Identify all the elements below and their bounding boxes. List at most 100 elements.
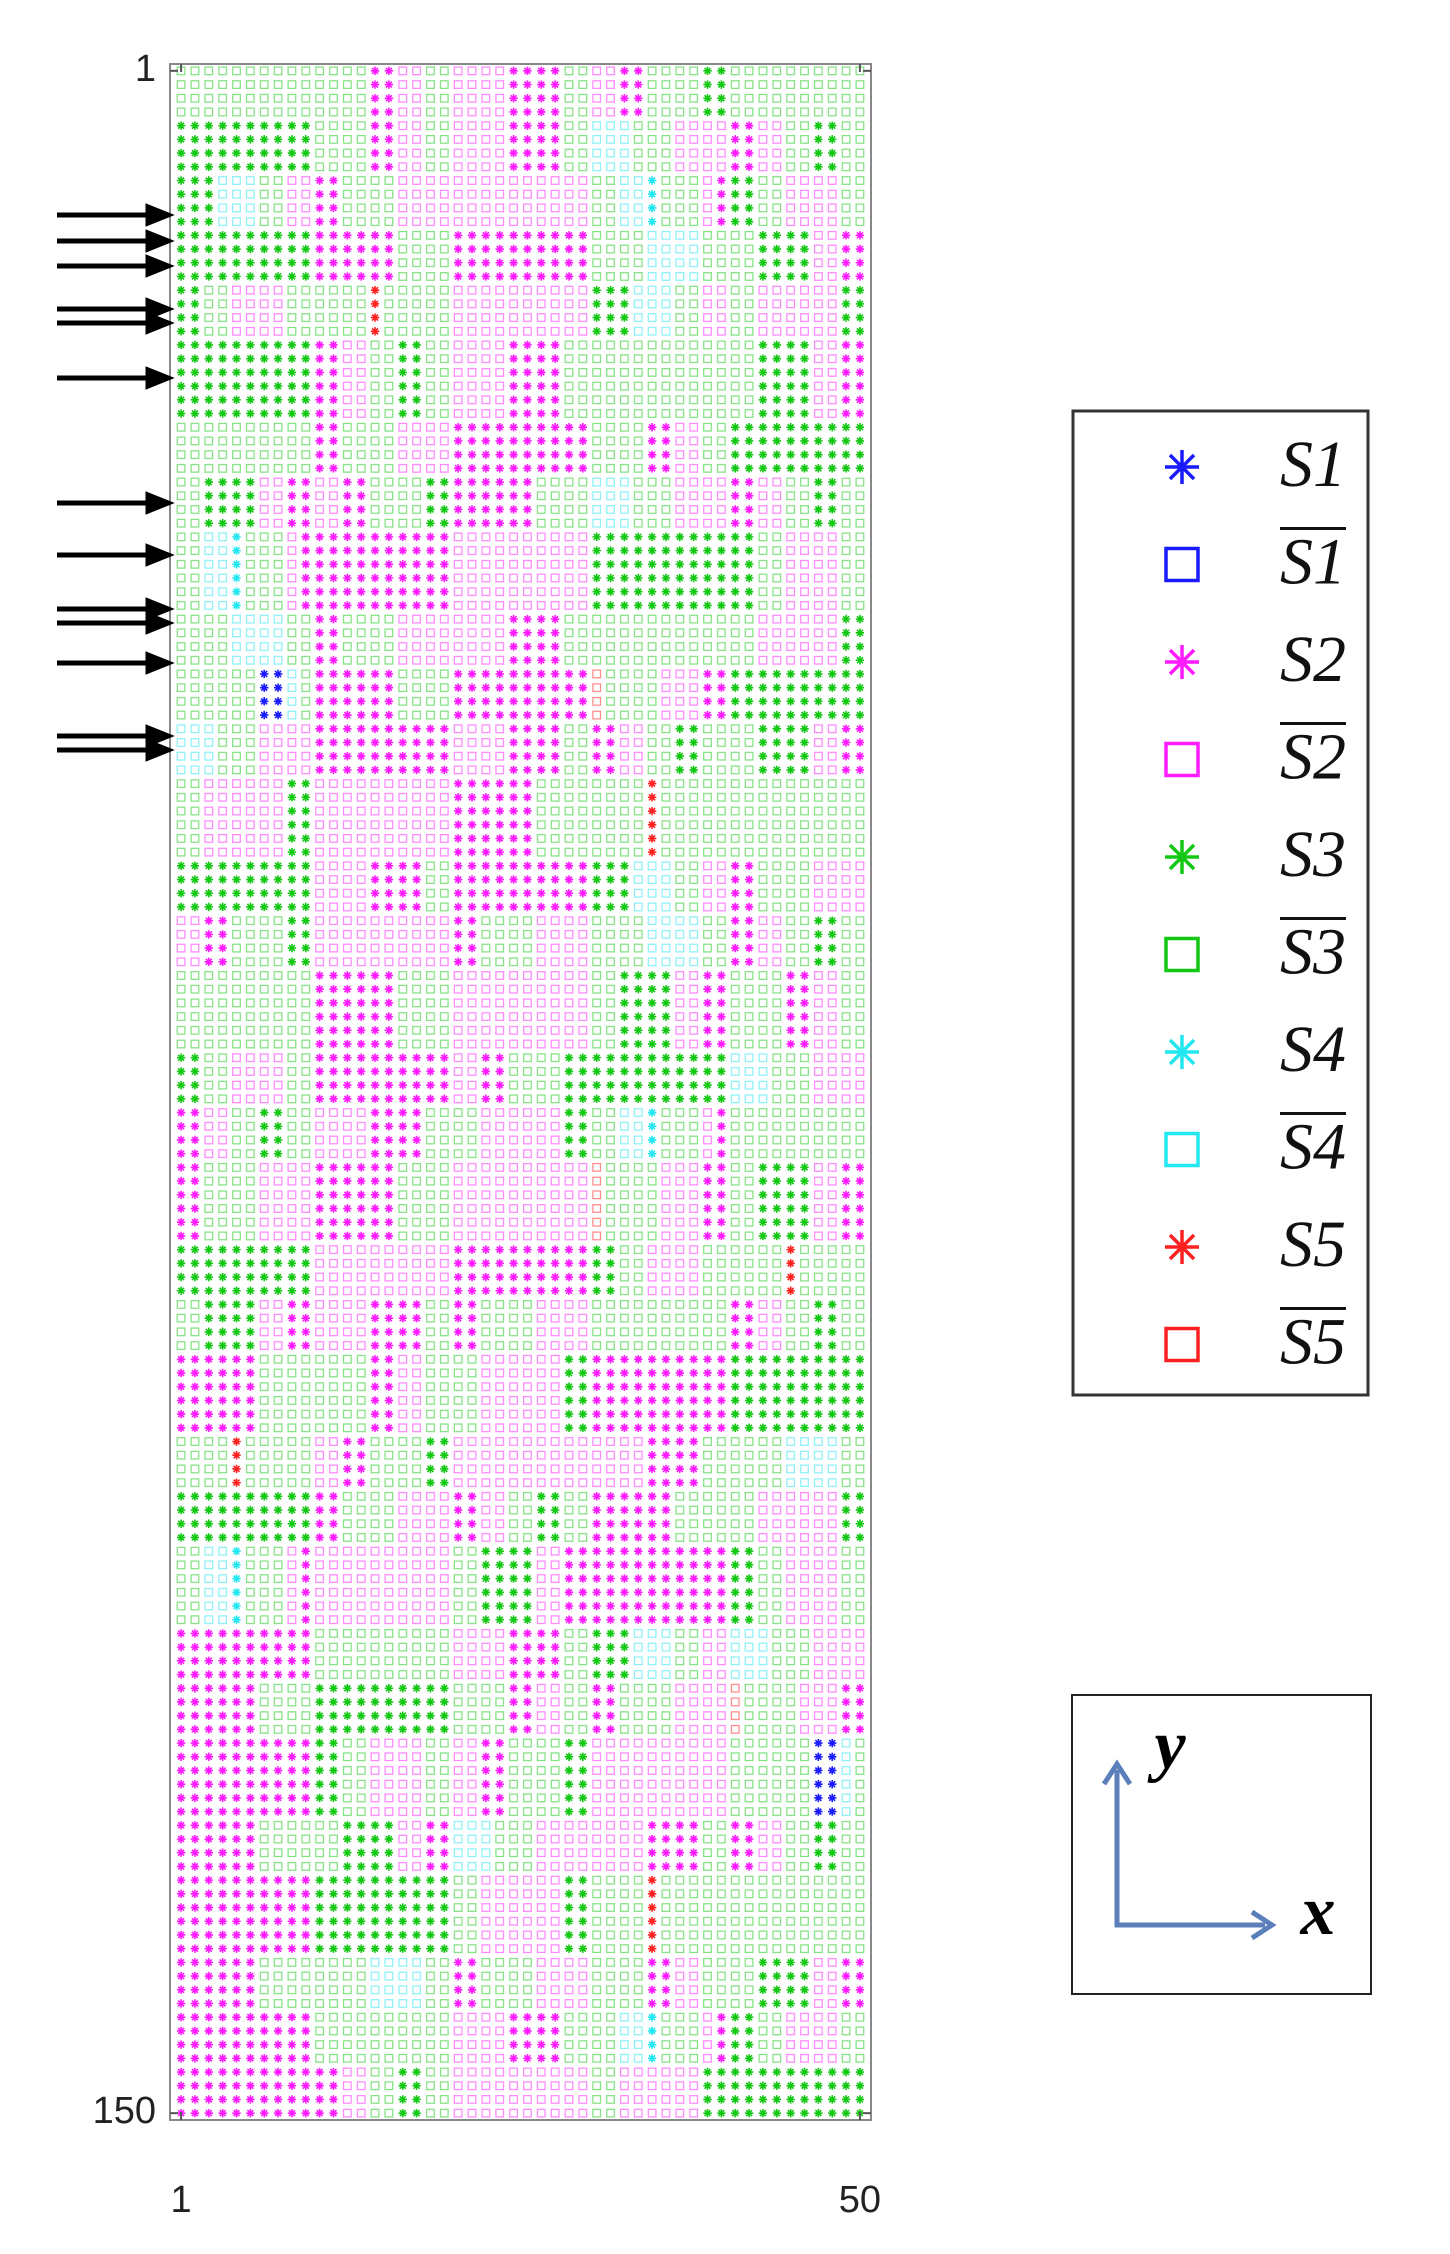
star-marker	[523, 820, 532, 829]
star-marker	[426, 477, 435, 487]
star-marker	[495, 779, 504, 788]
star-marker	[606, 1272, 615, 1282]
square-marker	[315, 93, 325, 103]
star-marker	[606, 1094, 615, 1104]
star-marker	[481, 875, 491, 884]
star-marker	[190, 381, 200, 391]
star-marker	[287, 505, 297, 514]
star-marker	[523, 793, 532, 802]
star-marker	[343, 546, 352, 555]
square-marker	[661, 189, 671, 199]
star-marker	[260, 1259, 269, 1268]
star-marker	[786, 450, 795, 459]
star-marker	[343, 1026, 352, 1035]
square-marker	[827, 189, 837, 199]
star-marker	[786, 669, 795, 679]
star-marker	[412, 889, 421, 898]
star-marker	[523, 450, 532, 459]
star-marker	[384, 697, 394, 706]
star-marker	[717, 1080, 726, 1090]
star-marker	[703, 1067, 712, 1076]
star-marker	[606, 1368, 615, 1378]
square-marker	[495, 107, 505, 117]
star-marker	[758, 409, 768, 418]
star-marker	[744, 148, 754, 158]
star-marker	[204, 176, 213, 185]
star-marker	[620, 573, 629, 583]
star-marker	[398, 368, 407, 377]
star-marker	[855, 381, 865, 391]
square-marker	[481, 162, 491, 172]
star-marker	[204, 1272, 213, 1282]
square-marker	[578, 80, 588, 90]
star-marker	[190, 244, 200, 254]
star-marker	[509, 614, 518, 624]
star-marker	[647, 423, 657, 432]
square-marker	[329, 107, 338, 117]
star-marker	[260, 272, 269, 281]
square-marker	[412, 189, 422, 199]
star-marker	[495, 1080, 504, 1090]
star-marker	[509, 244, 518, 254]
star-marker	[592, 861, 601, 871]
star-marker	[703, 998, 712, 1008]
square-marker	[204, 93, 214, 103]
star-marker	[578, 1245, 588, 1254]
star-marker	[453, 450, 463, 459]
square-marker	[689, 93, 699, 103]
star-marker	[370, 738, 380, 747]
star-marker	[620, 1382, 629, 1391]
star-marker	[731, 203, 740, 213]
star-marker	[800, 751, 809, 761]
star-marker	[398, 1080, 407, 1090]
star-marker	[329, 450, 338, 459]
star-marker	[675, 587, 685, 596]
star-marker	[841, 354, 851, 363]
star-marker	[578, 231, 588, 240]
star-marker	[578, 1396, 588, 1405]
star-marker	[744, 861, 754, 871]
star-marker	[232, 409, 241, 418]
star-marker	[426, 1080, 435, 1090]
star-marker	[578, 1259, 588, 1268]
star-marker	[190, 162, 200, 171]
star-marker	[537, 669, 546, 679]
star-marker	[758, 231, 768, 240]
star-marker	[495, 272, 504, 281]
star-marker	[647, 847, 657, 857]
star-marker	[301, 258, 310, 267]
star-marker	[647, 1026, 657, 1035]
star-marker	[260, 368, 269, 377]
star-marker	[301, 916, 310, 925]
star-marker	[841, 1231, 851, 1241]
star-marker	[675, 1396, 685, 1405]
star-marker	[467, 943, 477, 953]
star-marker	[841, 697, 851, 706]
star-marker	[287, 834, 297, 843]
star-marker	[550, 244, 560, 254]
star-marker	[467, 244, 477, 254]
star-marker	[772, 1190, 781, 1199]
star-marker	[814, 1409, 823, 1419]
star-marker	[758, 244, 768, 254]
star-marker	[398, 902, 407, 912]
star-marker	[246, 861, 255, 871]
star-marker	[426, 1053, 435, 1062]
star-marker	[481, 1067, 491, 1076]
star-marker	[246, 340, 255, 350]
star-marker	[537, 272, 546, 281]
square-marker	[412, 148, 422, 158]
star-marker	[855, 1409, 865, 1419]
star-marker	[301, 1272, 310, 1282]
star-marker	[273, 889, 283, 898]
star-marker	[204, 1327, 213, 1337]
star-marker	[744, 162, 754, 171]
star-marker	[689, 573, 698, 583]
star-marker	[370, 148, 380, 158]
star-marker	[855, 285, 865, 295]
square-marker	[495, 203, 505, 213]
star-marker	[426, 738, 435, 747]
star-marker	[343, 491, 352, 500]
star-marker	[731, 450, 740, 459]
star-marker	[744, 436, 754, 446]
